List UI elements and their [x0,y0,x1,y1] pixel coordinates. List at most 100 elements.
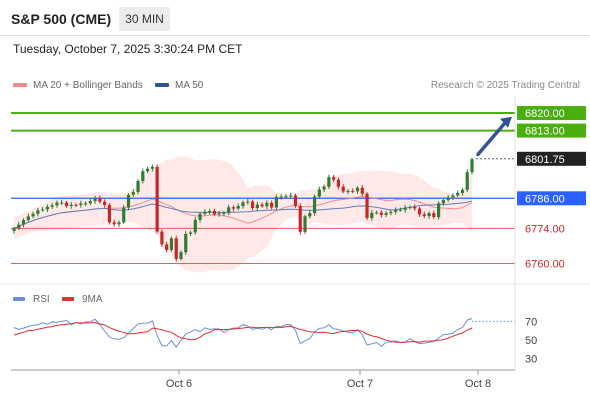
rsi-legend-label: RSI [33,294,50,305]
candle [403,204,407,213]
candle-body [179,252,183,259]
legend-ma20: MA 20 + Bollinger Bands [13,80,143,91]
candle [341,184,345,194]
candle-body [293,195,298,207]
time-tick-label: Oct 8 [465,378,491,390]
candle [26,213,30,223]
candle [317,186,321,199]
candle [174,235,178,262]
candle [141,168,145,184]
candle [241,200,245,209]
candle-body [437,203,441,218]
candle-body [184,233,188,253]
candle [284,194,288,199]
candle [179,250,183,261]
candle-body [122,207,126,223]
candle-body [208,211,212,213]
candle-body [236,206,240,209]
candle [303,214,307,235]
candle-body [31,213,35,217]
candle [265,200,269,210]
candle-body [145,168,150,172]
candle [21,218,26,228]
candle [417,207,422,217]
legend-ma50-swatch [155,83,169,88]
candle-body [298,206,302,232]
price-label-bg [517,151,586,166]
candle [50,202,54,210]
price-label: 6786.00 [525,193,565,205]
candle [432,210,436,219]
candle [150,164,154,172]
candle [441,197,445,206]
candle-body [169,238,174,250]
candle [231,205,236,212]
candle [169,236,174,253]
candle-body [45,206,49,210]
candle [212,208,216,217]
price-label: 6813.00 [525,126,565,138]
candle-body [332,177,336,180]
candle-body [103,201,107,206]
candle [55,200,59,208]
candle [98,195,102,204]
candle [12,226,16,234]
candle-body [83,203,88,205]
candle [298,203,302,235]
candle-body [346,191,350,193]
candle-body [389,211,393,214]
candle [208,208,212,215]
candle-body [17,224,21,229]
candle-body [131,192,135,195]
candle-body [88,201,92,204]
candle-body [36,210,40,214]
candle [374,210,379,215]
header-divider [0,35,590,36]
candle [293,193,298,208]
candle-body [327,177,331,187]
candle [346,189,350,195]
candle-body [279,196,283,198]
candle-body [374,212,379,214]
candle [217,210,221,217]
candle-body [212,211,216,215]
candle-body [422,214,426,217]
candle [107,202,112,225]
candle-body [136,180,140,193]
candle-body [231,207,236,209]
candle-body [241,202,245,207]
candle-body [26,216,30,221]
candle-body [336,179,341,187]
candle-body [379,212,383,215]
candle-body [260,204,264,207]
candle [36,207,40,217]
candle [79,200,83,208]
candle [64,200,69,208]
candle-body [74,204,78,206]
candle-body [98,198,102,202]
rsi-ma-line [13,321,473,343]
candle [360,184,364,197]
interval-button[interactable]: 30 MIN [119,7,170,31]
candle [255,201,259,211]
candle-body [188,232,193,234]
candle [41,206,45,212]
legend-ma50: MA 50 [155,80,203,91]
candle [389,209,393,216]
candle [45,204,49,213]
candle [126,193,131,211]
rsi-legend-label: 9MA [82,294,103,305]
price-label: 6801.75 [525,154,565,166]
candle-body [174,238,178,259]
candle [384,210,388,218]
candle [446,194,450,203]
candle [198,211,202,223]
candle [422,211,426,218]
candle [289,192,293,200]
candle-body [451,195,455,198]
candle [260,202,264,208]
candle [160,229,164,247]
candle-body [398,209,403,211]
header: S&P 500 (CME) 30 MIN [0,0,590,36]
